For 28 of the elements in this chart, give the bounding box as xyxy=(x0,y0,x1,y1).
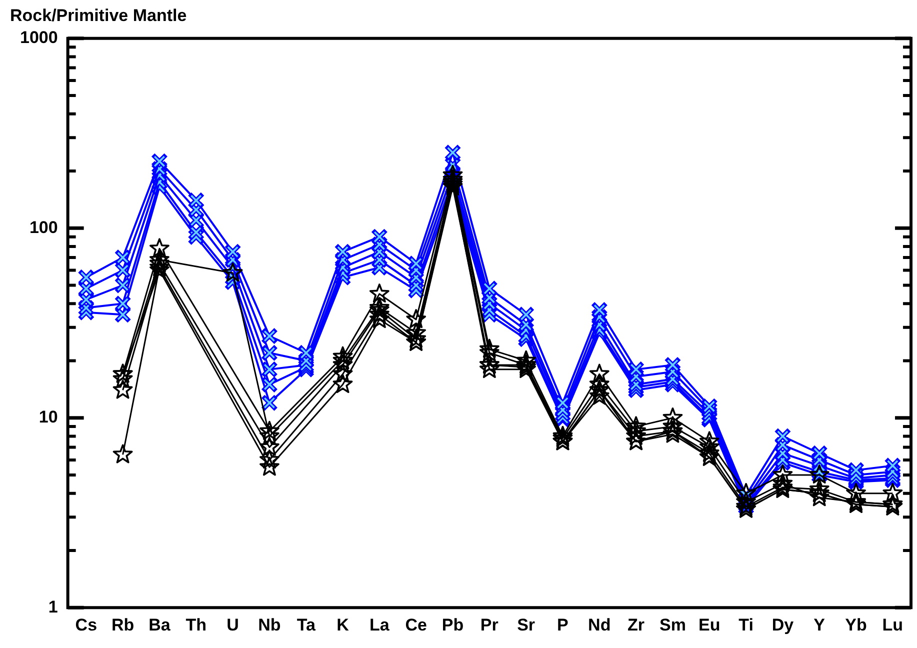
x-tick-label: U xyxy=(226,615,239,634)
x-tick-label: Yb xyxy=(845,615,867,634)
x-tick-label: Zr xyxy=(628,615,645,634)
x-tick-label: Rb xyxy=(111,615,134,634)
x-tick-label: Sr xyxy=(517,615,536,634)
x-tick-label: Cs xyxy=(75,615,98,634)
x-tick-label: Ba xyxy=(148,615,171,634)
x-tick-label: Dy xyxy=(772,615,794,634)
x-tick-label: Ti xyxy=(738,615,754,634)
x-tick-label: K xyxy=(336,615,350,634)
x-tick-label: Pr xyxy=(480,615,499,634)
x-tick-label: Sm xyxy=(659,615,686,634)
x-tick-label: Eu xyxy=(698,615,720,634)
x-tick-label: Lu xyxy=(882,615,904,634)
y-axis-title: Rock/Primitive Mantle xyxy=(10,6,187,25)
y-tick-label: 100 xyxy=(29,218,58,237)
y-tick-label: 1 xyxy=(48,597,58,616)
x-tick-label: P xyxy=(557,615,568,634)
y-tick-label: 1000 xyxy=(20,28,58,48)
x-tick-label: Pb xyxy=(442,615,464,634)
x-tick-label: Nd xyxy=(588,615,611,634)
x-tick-label: Th xyxy=(186,615,207,634)
x-tick-label: Ta xyxy=(296,615,316,634)
x-tick-label: La xyxy=(370,615,390,634)
x-tick-label: Y xyxy=(814,615,826,634)
x-tick-label: Nb xyxy=(258,615,281,634)
y-tick-label: 10 xyxy=(38,408,58,427)
x-tick-label: Ce xyxy=(405,615,427,634)
